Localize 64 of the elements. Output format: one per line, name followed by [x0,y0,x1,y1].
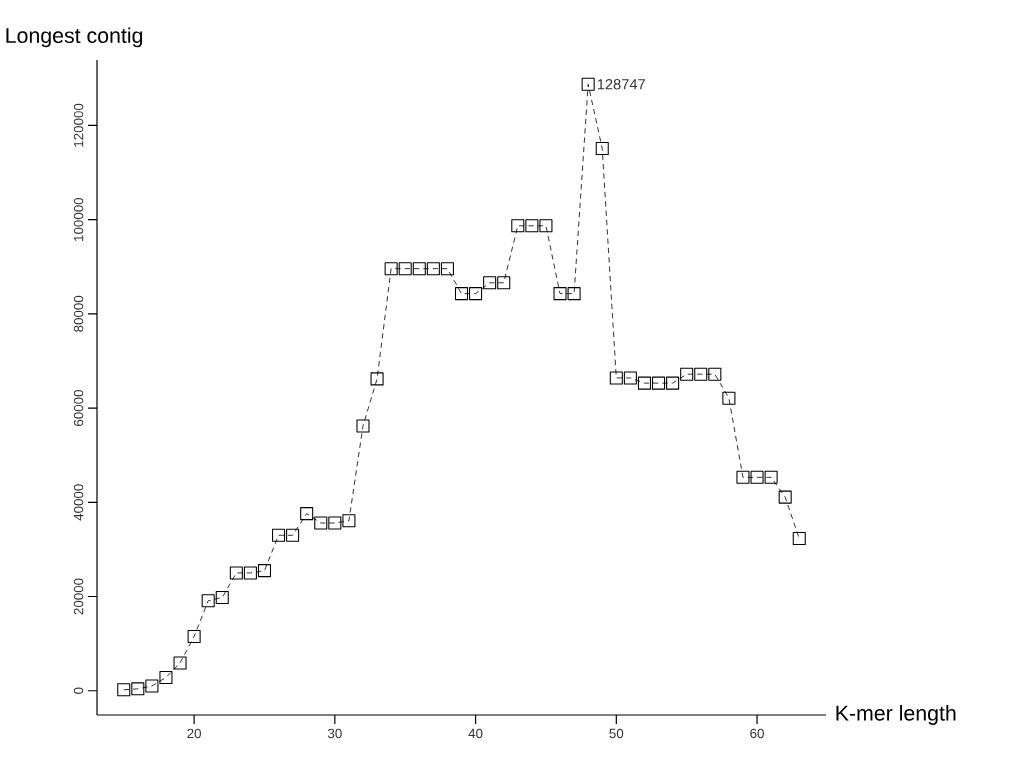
point [764,470,778,484]
point [187,630,201,644]
point [145,679,159,693]
point [694,367,708,381]
point [272,528,286,542]
point [412,262,426,276]
point [497,276,511,290]
y-axis-title: Longest contig [6,27,143,48]
x-tick-label: 30 [327,728,342,739]
y-tick-label: 40000 [73,484,84,521]
point [750,470,764,484]
point [483,276,497,290]
point [609,371,623,385]
point [708,367,722,381]
annotation: 128747 [597,79,645,90]
y-tick-label: 80000 [73,295,84,332]
point [623,371,637,385]
point [666,376,680,390]
point [454,287,469,301]
point [595,142,609,156]
point [440,262,454,276]
point [581,77,595,91]
x-tick-label: 20 [187,728,202,739]
y-tick-label: 100000 [73,197,84,241]
point [680,367,694,381]
point [229,566,243,580]
point [567,287,581,301]
y-tick-label: 0 [73,687,84,694]
point [117,683,131,697]
point [426,262,440,276]
x-axis-title: K-mer length [836,705,956,725]
y-tick-label: 60000 [73,390,84,426]
point [300,507,314,521]
y-tick-label: 20000 [73,578,84,615]
point [651,376,666,390]
x-tick-label: 60 [750,728,764,739]
point [469,287,483,301]
point [356,419,370,433]
point [778,490,792,504]
point [243,566,257,580]
point [328,516,342,530]
point [637,376,651,390]
point [159,671,173,685]
point [553,287,567,301]
point [511,219,525,233]
point [173,656,187,670]
point [131,682,145,696]
y-tick-label: 120000 [73,103,84,147]
point [201,594,215,608]
point [722,391,736,405]
x-tick-label: 40 [468,728,483,739]
point [398,262,412,276]
point [286,528,300,542]
point [215,590,229,604]
point [257,564,272,578]
point [314,516,328,530]
point [525,219,539,233]
x-tick-label: 50 [609,728,624,739]
point [342,514,356,528]
point [370,372,384,386]
point [384,262,398,276]
point [539,219,553,233]
point [792,532,806,546]
point [736,470,750,484]
